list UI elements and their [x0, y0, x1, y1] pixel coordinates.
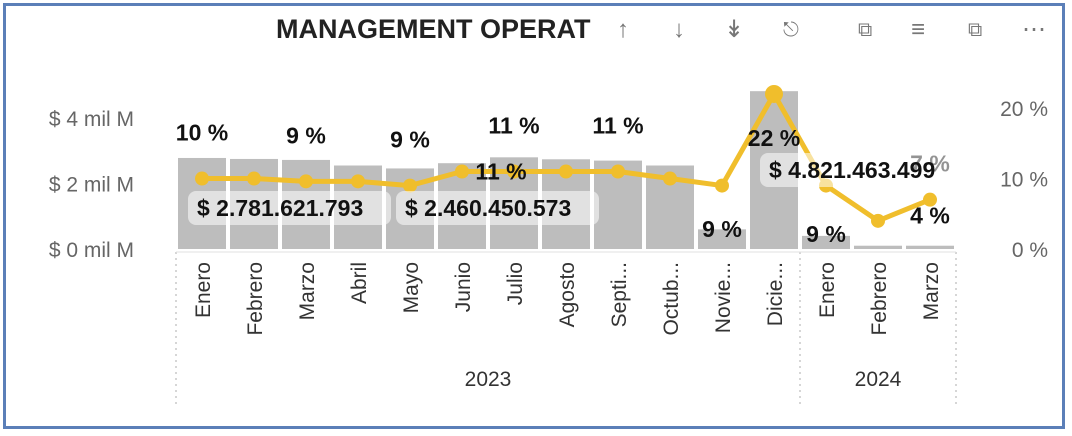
x-tick-label: Octub...	[660, 262, 683, 336]
copy-icon[interactable]: ⧉	[858, 19, 873, 41]
x-tick-label: Marzo	[920, 262, 943, 320]
x-tick-label: Enero	[192, 262, 215, 318]
line-point-3	[299, 174, 313, 189]
line-point-11	[715, 178, 729, 193]
line-point-12	[765, 84, 783, 103]
group-label: 2024	[855, 368, 902, 391]
y-right-tick-label: 10 %	[1000, 169, 1048, 192]
focus-mode-icon[interactable]: ⧉	[968, 19, 983, 41]
data-label-bg	[396, 191, 599, 225]
more-options-icon[interactable]: ⋯	[1022, 16, 1046, 43]
data-label-bg	[760, 153, 963, 187]
bar-13	[802, 235, 850, 249]
x-tick-label: Agosto	[556, 262, 579, 327]
bar-data-label: $ 4.821.463.499	[769, 157, 935, 183]
chart-title: MANAGEMENT OPERAT	[276, 14, 591, 44]
line-point-2	[247, 171, 261, 186]
line-data-label: 22 %	[748, 125, 800, 151]
x-tick-label: Septi...	[608, 262, 631, 327]
line-data-label: 9 %	[390, 127, 430, 153]
x-tick-label: Abril	[348, 262, 371, 304]
line-data-label: 11 %	[475, 158, 526, 184]
double-arrow-down-icon[interactable]: ↡	[724, 16, 745, 43]
filter-icon[interactable]: ≡	[911, 16, 926, 43]
x-tick-label: Marzo	[296, 262, 319, 320]
arrow-up-icon[interactable]: ↑	[617, 16, 629, 43]
x-tick-label: Mayo	[400, 262, 423, 313]
bar-14	[854, 245, 902, 249]
line-point-9	[611, 164, 625, 179]
y-right-tick-label: 0 %	[1012, 239, 1048, 262]
y-right-tick-label: 20 %	[1000, 98, 1048, 121]
line-point-7	[507, 164, 521, 179]
bar-data-label: $ 2.781.621.793	[197, 195, 363, 221]
data-label-bg	[188, 191, 391, 225]
line-data-label: 11 %	[488, 112, 539, 138]
line-point-4	[351, 174, 365, 189]
line-data-label: 4 %	[910, 203, 950, 229]
line-point-5	[403, 178, 417, 193]
bar-15	[906, 245, 954, 249]
group-label: 2023	[465, 368, 512, 391]
x-tick-label: Junio	[452, 262, 475, 312]
line-data-label: 11 %	[592, 112, 643, 138]
line-data-label: 9 %	[286, 122, 326, 148]
y-left-tick-label: $ 4 mil M	[49, 108, 134, 131]
line-point-1	[195, 171, 209, 186]
line-point-6	[455, 164, 469, 179]
y-left-tick-label: $ 0 mil M	[49, 239, 134, 262]
x-tick-label: Febrero	[244, 262, 267, 336]
arrow-down-icon[interactable]: ↓	[673, 16, 685, 43]
line-point-8	[559, 164, 573, 179]
expand-hierarchy-icon[interactable]: ⎋	[783, 19, 799, 41]
x-tick-label: Enero	[816, 262, 839, 318]
y-left-tick-label: $ 2 mil M	[49, 174, 134, 197]
line-data-label: 10 %	[176, 120, 228, 146]
x-tick-label: Novie...	[712, 262, 735, 333]
line-point-15	[923, 192, 937, 207]
line-data-label: 9 %	[806, 221, 846, 247]
bar-data-label: $ 2.460.450.573	[405, 195, 571, 221]
bar-11	[698, 229, 746, 249]
x-tick-label: Febrero	[868, 262, 891, 336]
line-point-10	[663, 171, 677, 186]
x-tick-label: Dicie...	[764, 262, 787, 326]
x-tick-label: Julio	[504, 262, 527, 305]
line-data-label: 9 %	[702, 216, 742, 242]
line-point-14	[871, 213, 885, 228]
